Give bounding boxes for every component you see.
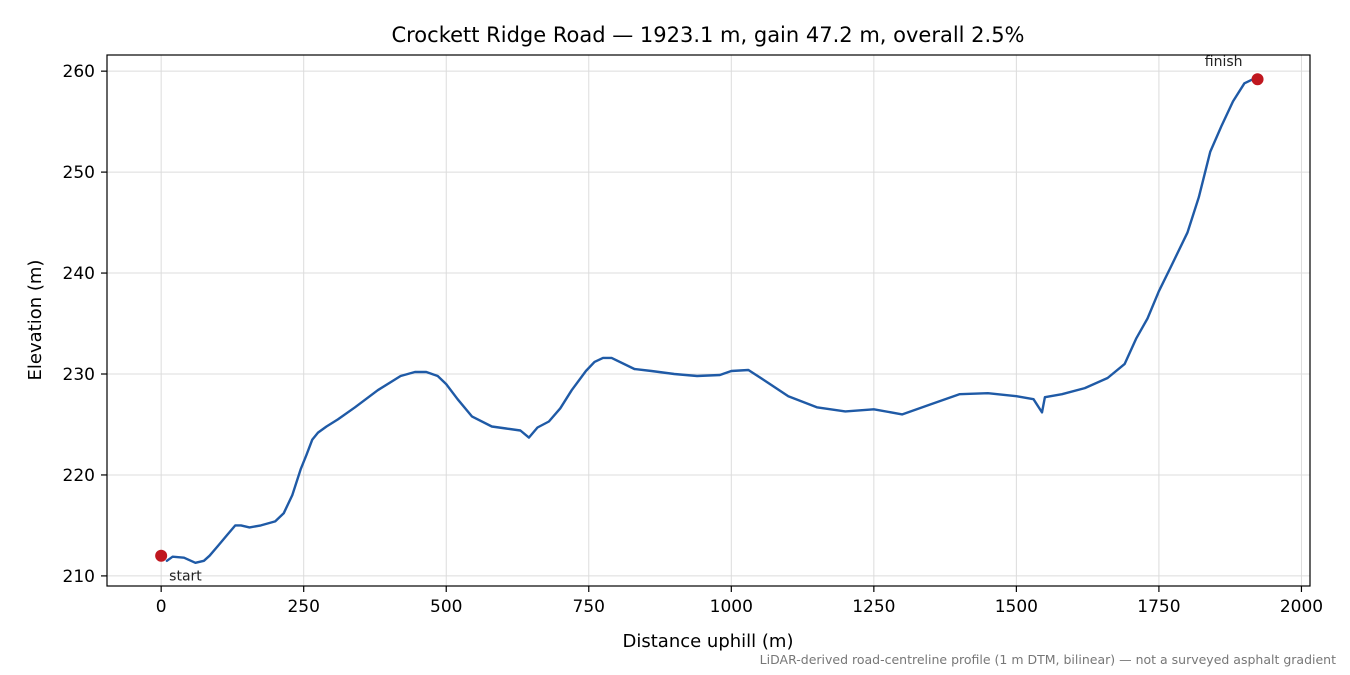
y-axis-ticks: 210 220 230 240 250 260 (63, 62, 107, 587)
x-axis-ticks: 0 250 500 750 1000 1250 1500 1750 2000 (156, 586, 1323, 617)
marker-finish (1251, 73, 1264, 86)
grid-lines (107, 55, 1310, 586)
plot-frame (106, 54, 1311, 587)
x-tick-label: 1250 (852, 597, 895, 617)
marker-start (155, 549, 168, 562)
x-axis-label: Distance uphill (m) (623, 631, 794, 652)
x-tick-label: 1750 (1137, 597, 1180, 617)
chart-title: Crockett Ridge Road — 1923.1 m, gain 47.… (391, 23, 1024, 47)
x-tick-label: 750 (573, 597, 605, 617)
y-tick-label: 230 (63, 365, 95, 385)
x-tick-label: 2000 (1280, 597, 1323, 617)
x-tick-label: 1500 (995, 597, 1038, 617)
y-tick-label: 240 (63, 264, 95, 284)
x-tick-label: 250 (287, 597, 319, 617)
x-tick-label: 0 (156, 597, 167, 617)
x-tick-label: 1000 (710, 597, 753, 617)
y-tick-label: 250 (63, 163, 95, 183)
y-tick-label: 260 (63, 62, 95, 82)
markers: start finish (155, 54, 1264, 585)
y-axis-label: Elevation (m) (25, 260, 46, 381)
marker-label-finish: finish (1205, 54, 1243, 70)
y-tick-label: 220 (63, 466, 95, 486)
y-tick-label: 210 (63, 567, 95, 587)
x-tick-label: 500 (430, 597, 462, 617)
marker-label-start: start (169, 569, 202, 585)
footnote: LiDAR-derived road-centreline profile (1… (759, 652, 1336, 667)
elevation-profile-line (165, 78, 1255, 564)
